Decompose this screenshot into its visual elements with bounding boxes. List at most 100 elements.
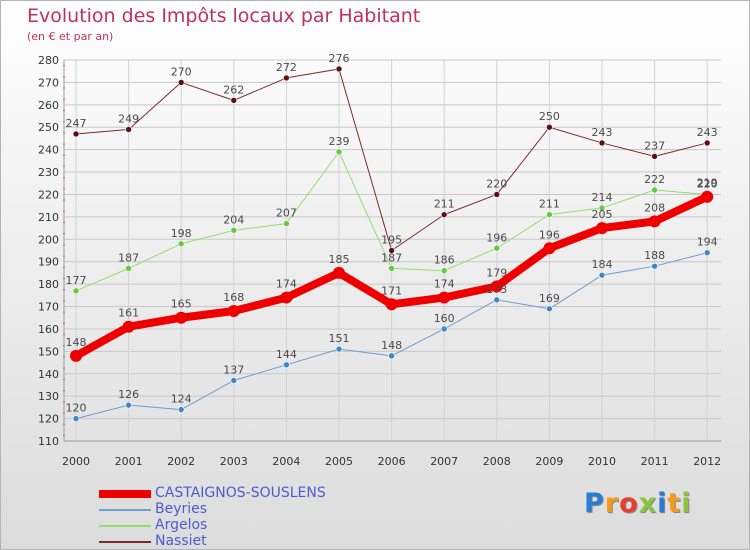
data-label-nassiet: 249 <box>118 112 139 125</box>
data-point-beyries <box>651 262 658 270</box>
data-label-beyries: 160 <box>434 312 455 325</box>
data-labels: 247 249 270 262 272 276 195 211 220 250 243 237 243 1… <box>66 52 718 415</box>
data-point-argelos <box>335 148 343 156</box>
data-label-argelos: 187 <box>381 251 402 264</box>
data-label-argelos: 222 <box>644 173 665 186</box>
x-tick-label: 2010 <box>588 455 616 468</box>
legend-item-nassiet: Nassiet <box>99 533 399 549</box>
data-point-castaignos-souslens <box>227 305 240 318</box>
data-label-beyries: 126 <box>118 388 139 401</box>
data-label-argelos: 207 <box>276 207 297 220</box>
data-label-nassiet: 276 <box>329 52 350 65</box>
y-tick-label: 260 <box>38 99 59 112</box>
data-point-beyries <box>493 296 501 304</box>
data-label-castaignos-souslens: 179 <box>486 266 507 279</box>
data-point-beyries <box>388 352 395 360</box>
data-label-argelos: 177 <box>66 274 87 287</box>
data-point-argelos <box>651 186 658 194</box>
y-tick-label: 220 <box>38 188 59 201</box>
data-point-argelos <box>72 287 80 295</box>
data-point-nassiet <box>125 126 132 133</box>
data-label-nassiet: 211 <box>434 198 455 211</box>
data-label-argelos: 186 <box>434 254 455 267</box>
data-point-beyries <box>703 249 711 257</box>
legend-swatch-nassiet <box>99 541 151 543</box>
y-tick-label: 180 <box>38 278 59 291</box>
data-label-argelos: 196 <box>486 231 507 244</box>
data-label-beyries: 188 <box>644 249 665 262</box>
data-point-nassiet <box>283 74 290 82</box>
x-tick-label: 2007 <box>430 455 458 468</box>
x-tick-label: 2006 <box>378 455 406 468</box>
data-label-castaignos-souslens: 174 <box>276 278 297 291</box>
data-point-nassiet <box>230 97 238 104</box>
y-axis-ticks: 110 120 130 140 150 160 170 180 190 200 210 220 230 2… <box>38 54 59 448</box>
data-point-beyries <box>72 415 80 422</box>
data-point-nassiet <box>335 65 343 73</box>
data-label-castaignos-souslens: 165 <box>171 298 192 311</box>
data-point-castaignos-souslens <box>333 266 345 279</box>
data-point-argelos <box>283 220 290 227</box>
data-point-castaignos-souslens <box>385 298 398 311</box>
data-point-nassiet <box>651 153 658 160</box>
y-tick-label: 120 <box>38 413 59 426</box>
data-label-castaignos-souslens: 171 <box>381 284 402 297</box>
data-label-nassiet: 237 <box>644 139 665 152</box>
data-label-nassiet: 247 <box>66 117 87 130</box>
legend: CASTAIGNOS-SOUSLENS Beyries Argelos Nassiet <box>99 485 399 549</box>
y-tick-label: 170 <box>38 301 59 314</box>
data-label-nassiet: 262 <box>223 83 244 96</box>
legend-item-beyries: Beyries <box>99 501 399 518</box>
legend-swatch-beyries <box>99 509 151 511</box>
data-point-castaignos-souslens <box>280 291 293 304</box>
legend-item-castaignos-souslens: CASTAIGNOS-SOUSLENS <box>99 485 399 502</box>
data-point-beyries <box>546 305 553 313</box>
data-point-argelos <box>388 265 395 272</box>
chart-subtitle: (en € et par an) <box>27 30 114 43</box>
data-label-castaignos-souslens: 208 <box>644 201 665 214</box>
data-label-nassiet: 243 <box>697 126 718 139</box>
legend-label-beyries: Beyries <box>155 501 208 517</box>
data-label-beyries: 184 <box>592 258 613 271</box>
x-axis-ticks: 2000 2001 2002 2003 2004 2005 2006 2007 2008 2009… <box>62 455 721 468</box>
data-label-nassiet: 220 <box>486 177 507 190</box>
x-tick-label: 2012 <box>693 455 721 468</box>
y-tick-label: 140 <box>38 368 59 381</box>
data-point-nassiet <box>388 247 395 254</box>
data-label-beyries: 173 <box>486 283 507 296</box>
data-point-castaignos-souslens <box>70 349 82 362</box>
y-tick-label: 130 <box>38 390 59 403</box>
data-label-argelos: 198 <box>171 227 192 240</box>
data-point-argelos <box>546 211 553 218</box>
data-label-castaignos-souslens: 185 <box>329 253 350 266</box>
x-tick-label: 2005 <box>325 455 353 468</box>
data-label-beyries: 151 <box>329 332 350 345</box>
data-point-nassiet <box>703 139 711 147</box>
data-point-nassiet <box>440 211 448 218</box>
y-tick-label: 250 <box>38 121 59 134</box>
x-tick-label: 2002 <box>167 455 195 468</box>
data-label-beyries: 169 <box>539 292 560 305</box>
data-label-argelos: 239 <box>329 135 350 148</box>
y-tick-label: 190 <box>38 256 59 269</box>
x-tick-label: 2011 <box>641 455 669 468</box>
legend-label-argelos: Argelos <box>155 517 208 533</box>
data-point-castaignos-souslens <box>175 311 188 324</box>
data-point-beyries <box>125 401 132 409</box>
data-label-beyries: 194 <box>697 236 718 249</box>
data-point-nassiet <box>72 130 80 138</box>
data-point-nassiet <box>177 79 185 86</box>
y-tick-label: 230 <box>38 166 59 179</box>
data-label-argelos: 211 <box>539 198 560 211</box>
data-label-castaignos-souslens: 148 <box>66 336 87 349</box>
data-point-castaignos-souslens <box>701 190 714 203</box>
data-point-beyries <box>283 361 290 369</box>
data-label-castaignos-souslens: 196 <box>539 228 560 241</box>
data-point-beyries <box>177 406 185 413</box>
data-point-argelos <box>493 244 501 252</box>
y-tick-label: 200 <box>38 233 59 246</box>
axes <box>63 60 721 442</box>
legend-label-castaignos-souslens: CASTAIGNOS-SOUSLENS <box>155 485 326 501</box>
